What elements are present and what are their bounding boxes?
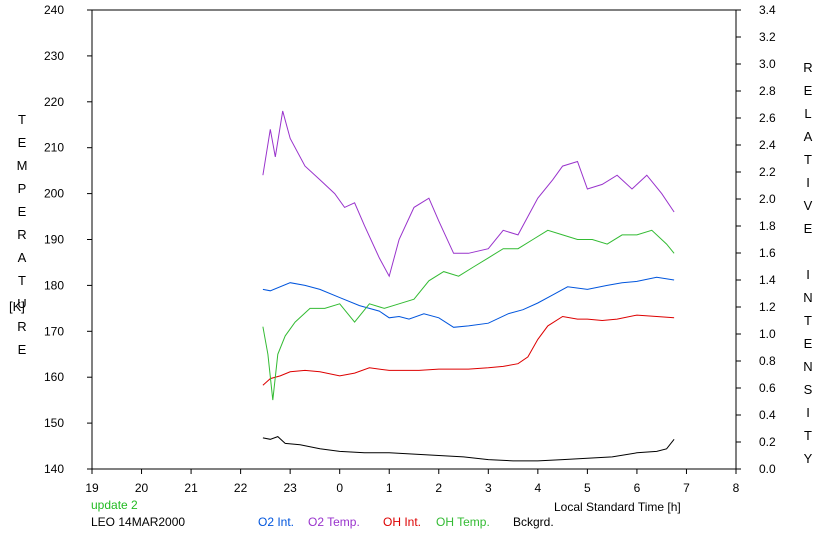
right-axis-label-letter: A: [803, 129, 813, 144]
left-y-tick-label: 240: [44, 3, 64, 17]
left-axis-unit: [K]: [9, 299, 25, 314]
left-y-tick-label: 220: [44, 95, 64, 109]
left-axis-label-letter: E: [17, 342, 27, 357]
left-y-axis: 140 150 160 170 180 190 200 210 220 230 240: [44, 3, 92, 476]
right-axis-label-letter: E: [803, 221, 813, 236]
x-tick-label: 22: [234, 481, 248, 495]
right-y-tick-label: 0.8: [759, 354, 776, 368]
right-axis-label-letter: V: [803, 198, 813, 213]
left-axis-label-letter: P: [17, 181, 27, 196]
right-axis-label-letter: L: [804, 106, 812, 121]
right-y-tick-label: 0.4: [759, 408, 776, 422]
left-axis-label-letter: R: [17, 319, 27, 334]
x-tick-label: 2: [435, 481, 442, 495]
right-y-tick-label: 2.0: [759, 192, 776, 206]
right-y-tick-label: 2.4: [759, 138, 776, 152]
left-axis-label-letter: R: [17, 227, 27, 242]
left-y-tick-label: 150: [44, 416, 64, 430]
right-y-tick-label: 3.4: [759, 3, 776, 17]
x-tick-label: 3: [485, 481, 492, 495]
left-axis-label-letter: A: [17, 250, 27, 265]
x-axis: 19 20 21 22 23 0 1 2 3 4 5 6 7 8: [85, 469, 740, 495]
series-line-bckgrd: [262, 436, 675, 462]
right-y-tick-label: 0.2: [759, 435, 776, 449]
right-axis-label-letter: N: [803, 290, 813, 305]
right-axis-label-letter: N: [803, 359, 813, 374]
series-line-oh-temp: [262, 229, 675, 401]
x-tick-label: 5: [584, 481, 591, 495]
left-y-tick-label: 200: [44, 187, 64, 201]
x-tick-label: 8: [733, 481, 740, 495]
right-axis-label-letter: I: [806, 175, 810, 190]
x-tick-label: 21: [184, 481, 198, 495]
left-axis-label-letter: M: [16, 158, 28, 173]
left-y-tick-label: 160: [44, 370, 64, 384]
x-tick-label: 20: [135, 481, 149, 495]
right-y-tick-label: 0.6: [759, 381, 776, 395]
x-axis-title: Local Standard Time [h]: [554, 500, 681, 514]
right-y-tick-label: 2.8: [759, 84, 776, 98]
x-tick-label: 4: [535, 481, 542, 495]
left-y-tick-label: 190: [44, 233, 64, 247]
right-y-tick-label: 1.2: [759, 300, 776, 314]
x-tick-label: 1: [386, 481, 393, 495]
right-axis-label-letter: E: [803, 83, 813, 98]
right-axis-label-letter: S: [803, 382, 813, 397]
left-y-tick-label: 170: [44, 324, 64, 338]
right-axis-label-letter: R: [803, 60, 813, 75]
x-tick-label: 0: [336, 481, 343, 495]
site-date-note: LEO 14MAR2000: [91, 515, 186, 529]
left-axis-label-letter: T: [18, 112, 26, 127]
right-y-tick-label: 1.4: [759, 273, 776, 287]
x-tick-label: 19: [85, 481, 99, 495]
right-y-tick-label: 1.0: [759, 327, 776, 341]
left-y-tick-label: 210: [44, 141, 64, 155]
right-axis-label-letter: T: [804, 152, 812, 167]
legend-o2-temp: O2 Temp.: [308, 515, 360, 529]
legend-bckgrd: Bckgrd.: [513, 515, 554, 529]
series-line-oh-int: [262, 314, 675, 386]
legend-oh-temp: OH Temp.: [436, 515, 490, 529]
left-axis-label-letter: E: [17, 204, 27, 219]
x-tick-label: 6: [634, 481, 641, 495]
x-tick-label: 23: [283, 481, 297, 495]
left-axis-label-letter: E: [17, 135, 27, 150]
right-y-tick-label: 0.0: [759, 462, 776, 476]
series-line-o2-int: [262, 276, 675, 328]
right-y-tick-label: 3.2: [759, 30, 776, 44]
left-axis-label-letter: U: [17, 296, 27, 311]
left-y-tick-label: 140: [44, 462, 64, 476]
right-y-tick-label: 1.8: [759, 219, 776, 233]
series-group: [262, 110, 675, 462]
right-axis-label-letter: T: [804, 428, 812, 443]
right-axis-label-letter: I: [806, 405, 810, 420]
left-y-tick-label: 230: [44, 49, 64, 63]
update-note: update 2: [91, 498, 138, 512]
right-axis-label-letter: I: [806, 267, 810, 282]
right-axis-label-letter: Y: [803, 451, 813, 466]
right-y-axis: 0.0 0.2 0.4 0.6 0.8 1.0 1.2 1.4 1.6 1.8 2.0 2.2 2.4 2…: [736, 3, 776, 476]
left-axis-label-letter: T: [18, 273, 26, 288]
legend-oh-int: OH Int.: [383, 515, 422, 529]
plot-frame: [91, 9, 737, 470]
right-y-tick-label: 2.6: [759, 111, 776, 125]
legend-o2-int: O2 Int.: [258, 515, 295, 529]
series-line-o2-temp: [262, 110, 675, 278]
right-axis-label-letter: E: [803, 336, 813, 351]
right-axis-label-letter: T: [804, 313, 812, 328]
left-y-tick-label: 180: [44, 278, 64, 292]
x-tick-label: 7: [683, 481, 690, 495]
right-y-tick-label: 3.0: [759, 57, 776, 71]
right-y-tick-label: 2.2: [759, 165, 776, 179]
right-y-tick-label: 1.6: [759, 246, 776, 260]
